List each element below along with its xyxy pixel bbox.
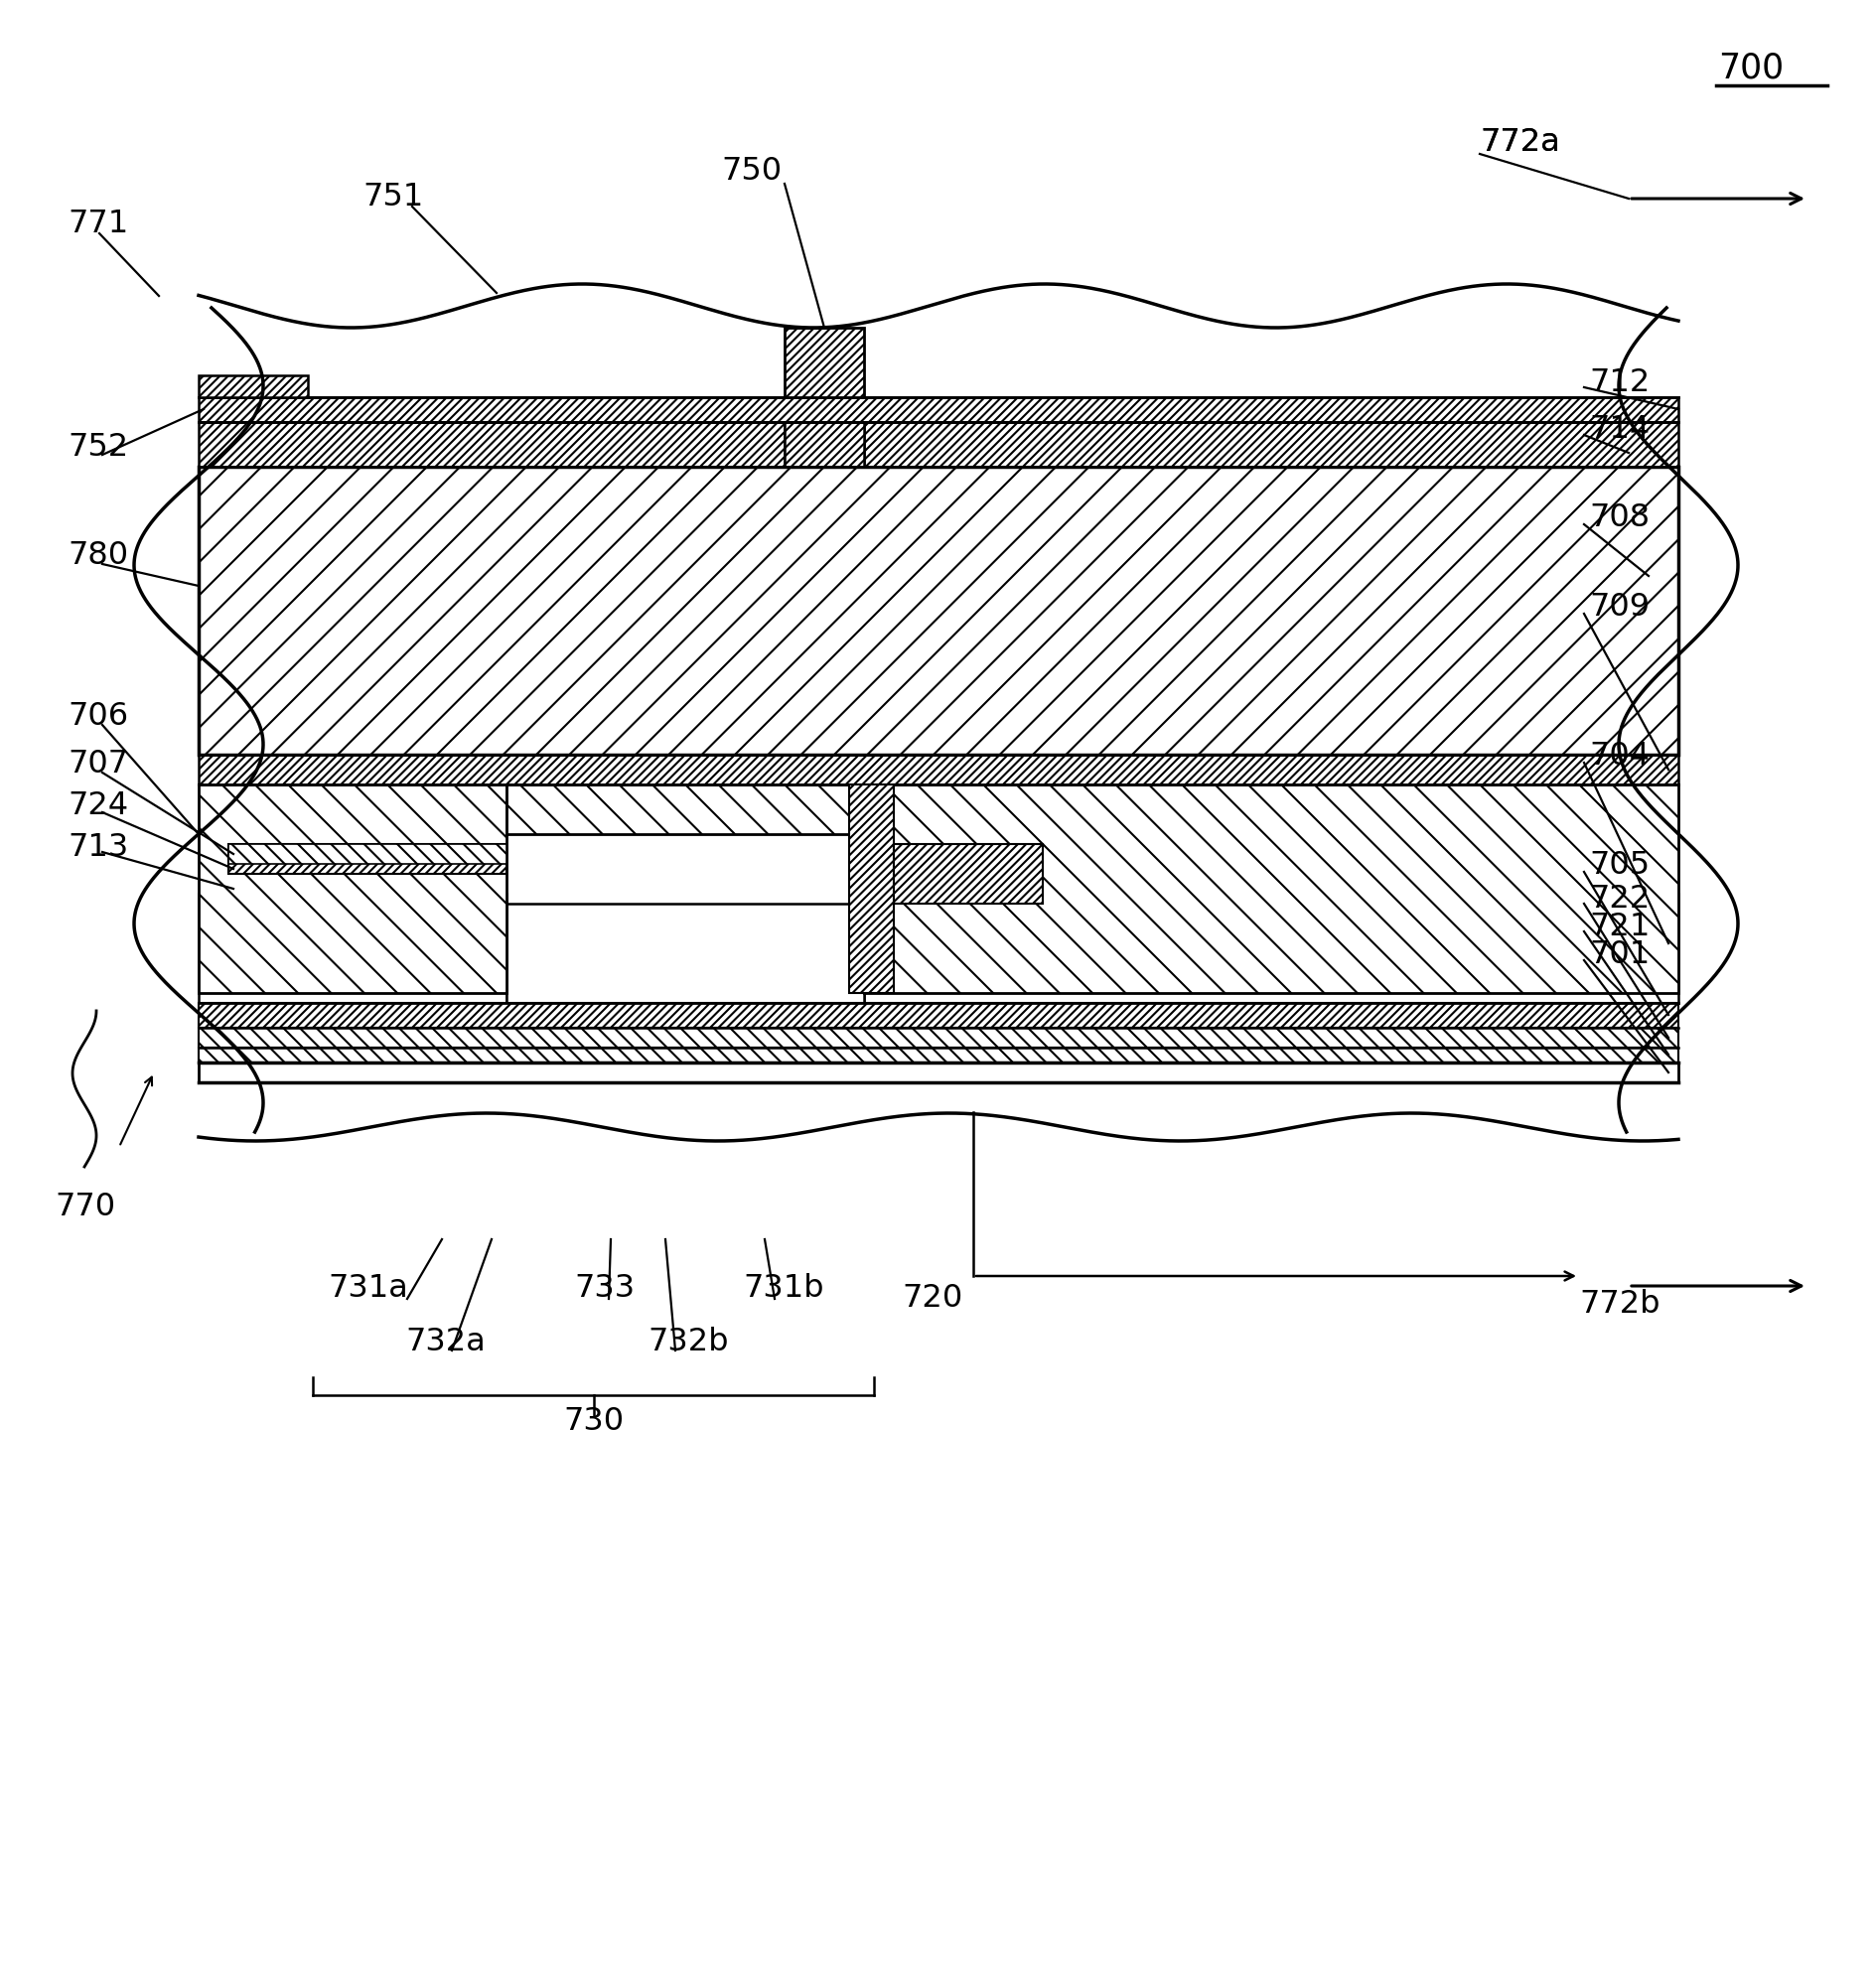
- Bar: [199, 467, 1677, 755]
- Bar: [229, 844, 507, 874]
- Text: 708: 708: [1589, 502, 1649, 534]
- Text: 724: 724: [68, 790, 128, 822]
- Text: 752: 752: [68, 431, 128, 463]
- Text: 705: 705: [1589, 850, 1649, 882]
- Bar: [848, 784, 893, 993]
- Text: 772a: 772a: [1478, 127, 1559, 157]
- Text: 730: 730: [563, 1406, 623, 1438]
- Bar: [199, 1003, 1677, 1029]
- Text: 733: 733: [574, 1273, 634, 1305]
- Bar: [507, 784, 863, 834]
- Text: 701: 701: [1589, 939, 1649, 971]
- Bar: [893, 844, 1043, 904]
- Text: 704: 704: [1589, 741, 1649, 773]
- Bar: [199, 894, 507, 1003]
- Text: 780: 780: [68, 540, 128, 572]
- Text: 706: 706: [68, 701, 128, 733]
- Bar: [199, 1029, 1677, 1049]
- Bar: [199, 397, 1677, 423]
- Text: 732a: 732a: [405, 1327, 486, 1358]
- Bar: [863, 784, 1677, 993]
- Text: 707: 707: [68, 749, 128, 780]
- Text: 709: 709: [1589, 592, 1649, 624]
- Text: 772a: 772a: [1478, 127, 1559, 157]
- Text: 720: 720: [900, 1283, 962, 1315]
- Text: 713: 713: [68, 832, 128, 864]
- Bar: [199, 1063, 1677, 1082]
- Text: 721: 721: [1589, 912, 1649, 941]
- Bar: [199, 1049, 1677, 1063]
- Bar: [199, 755, 1677, 784]
- Text: 714: 714: [1589, 413, 1649, 445]
- Bar: [863, 894, 1677, 1003]
- Text: 700: 700: [1717, 52, 1782, 85]
- Text: 770: 770: [54, 1192, 114, 1221]
- Text: 722: 722: [1589, 884, 1649, 914]
- Text: 731a: 731a: [328, 1273, 407, 1305]
- Bar: [199, 375, 308, 397]
- Text: 750: 750: [720, 155, 780, 187]
- Text: 772b: 772b: [1578, 1289, 1658, 1319]
- Text: 731b: 731b: [743, 1273, 824, 1305]
- Text: 751: 751: [362, 181, 424, 213]
- Text: 712: 712: [1589, 367, 1649, 397]
- Bar: [784, 328, 863, 397]
- Bar: [199, 784, 507, 993]
- Bar: [199, 423, 784, 467]
- Bar: [229, 844, 507, 864]
- Bar: [507, 904, 863, 1003]
- Text: 771: 771: [68, 209, 128, 238]
- Bar: [863, 423, 1677, 467]
- Bar: [784, 423, 863, 467]
- Text: 732b: 732b: [647, 1327, 728, 1358]
